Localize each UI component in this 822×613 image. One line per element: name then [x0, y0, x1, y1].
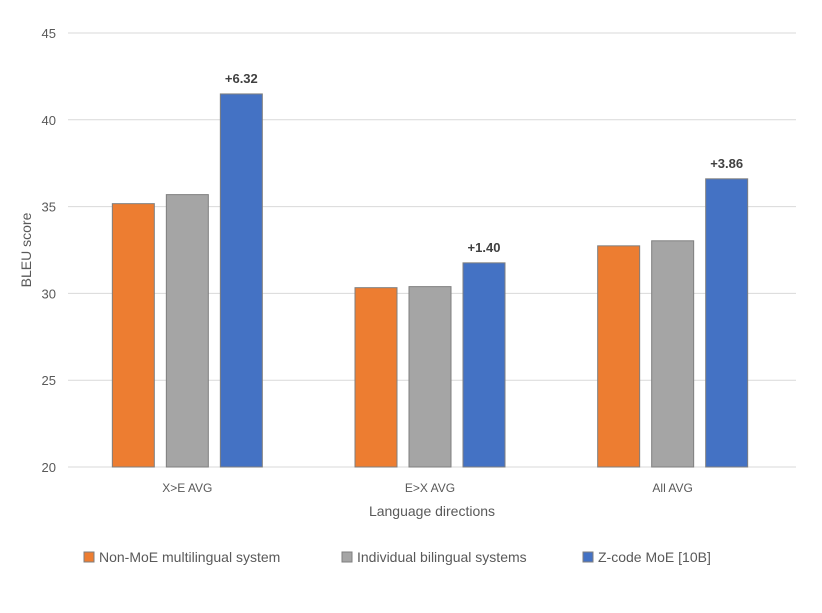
x-tick-label: X>E AVG — [162, 481, 212, 495]
y-tick-label: 45 — [42, 26, 56, 41]
data-label: +1.40 — [468, 240, 501, 255]
bar — [462, 262, 506, 468]
bar — [705, 178, 749, 468]
x-tick-label: All AVG — [652, 481, 692, 495]
legend-label: Non-MoE multilingual system — [99, 549, 280, 565]
data-label: +3.86 — [710, 156, 743, 171]
bar — [219, 93, 263, 468]
bar — [597, 245, 641, 468]
legend-swatch — [341, 551, 353, 563]
bar — [165, 194, 209, 468]
y-tick-label: 30 — [42, 286, 56, 301]
legend-swatch — [83, 551, 95, 563]
legend-swatch — [582, 551, 594, 563]
legend-label: Z-code MoE [10B] — [598, 549, 711, 565]
y-tick-label: 40 — [42, 113, 56, 128]
bar — [111, 203, 155, 468]
data-label: +6.32 — [225, 71, 258, 86]
x-axis-label: Language directions — [369, 503, 495, 519]
y-tick-label: 35 — [42, 200, 56, 215]
legend-label: Individual bilingual systems — [357, 549, 527, 565]
y-tick-label: 25 — [42, 373, 56, 388]
y-axis-label: BLEU score — [18, 212, 34, 287]
x-tick-label: E>X AVG — [405, 481, 455, 495]
bar — [354, 287, 398, 468]
bar — [651, 240, 695, 468]
y-tick-label: 20 — [42, 460, 56, 475]
bar — [408, 286, 452, 468]
